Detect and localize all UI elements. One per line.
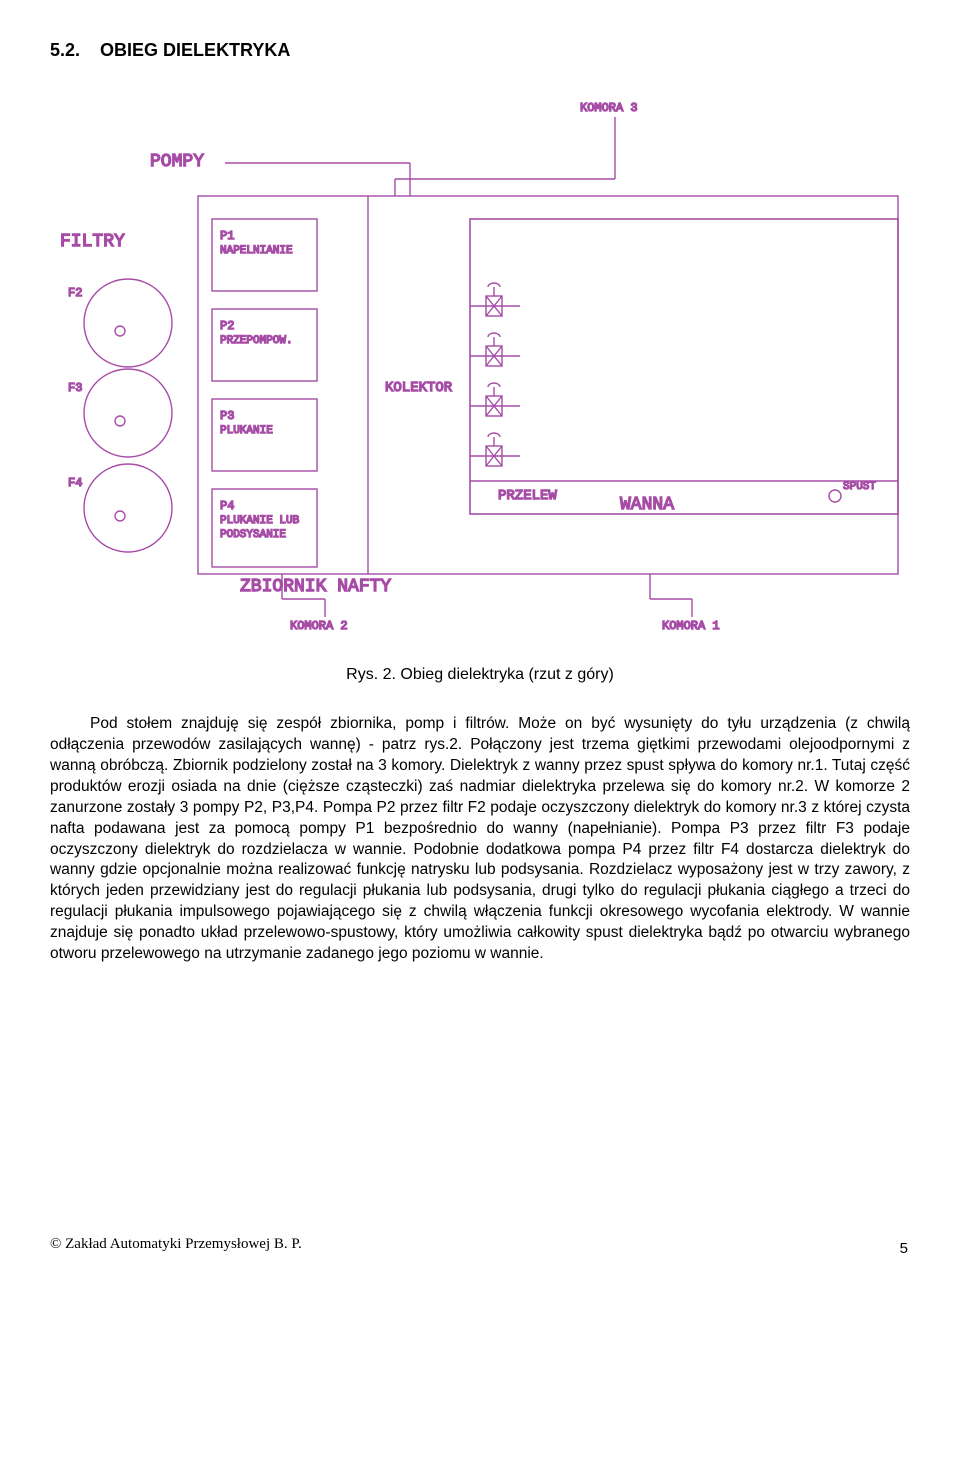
label-p2b: PRZEPOMPOW. [220, 335, 293, 347]
label-kolektor: KOLEKTOR [385, 380, 453, 396]
section-title: OBIEG DIELEKTRYKA [100, 40, 290, 60]
label-wanna: WANNA [620, 495, 674, 515]
diagram: KOMORA 3 POMPY P1 NAPELNIANIE P2 PRZEPOM… [50, 91, 910, 636]
valve-icon [470, 283, 520, 316]
valve-icon [470, 383, 520, 416]
label-spust: SPUST [843, 481, 876, 493]
label-pompy: POMPY [150, 152, 204, 172]
label-przelew: PRZELEW [498, 488, 557, 504]
label-p3: P3 [220, 409, 234, 423]
label-f4: F4 [68, 476, 82, 490]
valve-icon [470, 333, 520, 366]
label-f3: F3 [68, 381, 82, 395]
valve-icon [470, 433, 520, 466]
label-p4: P4 [220, 499, 234, 513]
figure-caption: Rys. 2. Obieg dielektryka (rzut z góry) [50, 666, 910, 684]
label-komora1: KOMORA 1 [662, 619, 720, 631]
footer-page-number: 5 [900, 1240, 908, 1257]
body-paragraph: Pod stołem znajduję się zespół zbiornika… [50, 714, 910, 965]
label-p4c: PODSYSANIE [220, 529, 286, 541]
label-f2: F2 [68, 286, 82, 300]
footer-copyright: © Zakład Automatyki Przemysłowej B. P. [50, 1236, 302, 1253]
label-zbiornik: ZBIORNIK NAFTY [240, 577, 391, 597]
label-p3b: PLUKANIE [220, 425, 273, 437]
label-filtry: FILTRY [60, 232, 125, 252]
label-p2: P2 [220, 319, 234, 333]
label-komora2: KOMORA 2 [290, 619, 348, 631]
section-heading: 5.2. OBIEG DIELEKTRYKA [50, 40, 910, 61]
label-komora3: KOMORA 3 [580, 101, 638, 115]
section-number: 5.2. [50, 40, 80, 60]
label-p1b: NAPELNIANIE [220, 245, 293, 257]
label-p4b: PLUKANIE LUB [220, 515, 300, 527]
label-p1: P1 [220, 229, 234, 243]
